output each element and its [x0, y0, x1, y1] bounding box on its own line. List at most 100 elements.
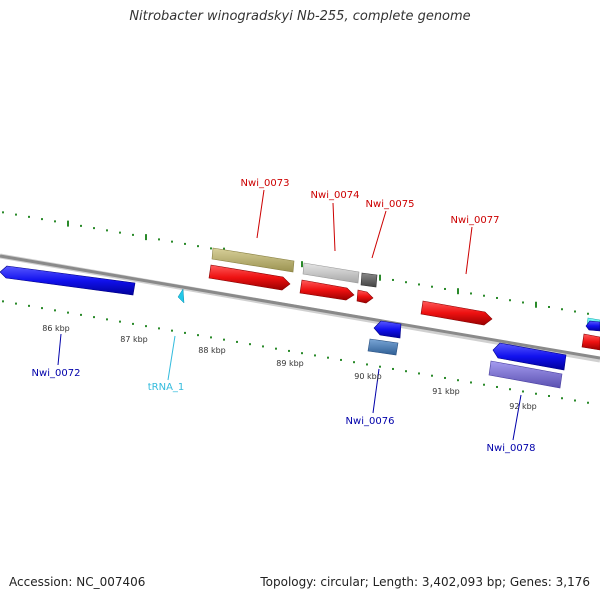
- upper-track-dot: [197, 245, 199, 248]
- gene-label-0072[interactable]: Nwi_0072: [32, 368, 81, 379]
- lower-track-dot: [80, 313, 82, 316]
- lower-track-dot: [353, 361, 355, 364]
- lower-track-dot: [223, 338, 225, 341]
- upper-track-dot: [392, 278, 394, 281]
- genome-backbone: [0, 254, 600, 360]
- gene-arrow-right-blue[interactable]: [585, 320, 600, 332]
- upper-track-dot: [80, 224, 82, 227]
- upper-track-dot: [171, 240, 173, 243]
- gene-label-0078[interactable]: Nwi_0078: [487, 443, 536, 454]
- lower-track-dot: [340, 358, 342, 361]
- lower-track-dot: [327, 356, 329, 359]
- cog-box-0078[interactable]: [488, 360, 563, 389]
- gene-label-trna[interactable]: tRNA_1: [148, 382, 185, 393]
- upper-track-dot: [483, 294, 485, 297]
- upper-track-major-tick: [67, 220, 69, 227]
- upper-track-dot: [470, 292, 472, 295]
- upper-track-dot: [119, 231, 121, 234]
- trna-arrow[interactable]: [177, 288, 185, 304]
- cog-box-0073[interactable]: [211, 247, 295, 273]
- gene-arrow-0074[interactable]: [299, 279, 355, 301]
- upper-track-dot: [184, 242, 186, 245]
- lower-track-dot: [470, 381, 472, 384]
- lower-track-dot: [54, 309, 56, 312]
- lower-track-dot: [522, 390, 524, 393]
- gene-arrow-0072[interactable]: [0, 265, 136, 296]
- lower-track-dot: [288, 349, 290, 352]
- gene-label-0074[interactable]: Nwi_0074: [311, 190, 360, 201]
- cog-box-0076[interactable]: [367, 338, 399, 356]
- upper-track-dot: [548, 305, 550, 308]
- tick-label-87: 87 kbp: [120, 335, 148, 344]
- lower-track-dot: [67, 311, 69, 314]
- upper-track-dot: [15, 213, 17, 216]
- tick-label-86: 86 kbp: [42, 324, 70, 333]
- lower-track-dot: [15, 302, 17, 305]
- gene-arrow-0077[interactable]: [420, 300, 493, 326]
- tick-label-88: 88 kbp: [198, 346, 226, 355]
- upper-track-major-tick: [145, 234, 147, 241]
- lower-track-dot: [418, 372, 420, 375]
- gene-label-0076[interactable]: Nwi_0076: [346, 416, 395, 427]
- upper-track-dot: [93, 227, 95, 230]
- lower-track-dot: [535, 392, 537, 395]
- lower-track-dot: [366, 363, 368, 366]
- upper-track-major-tick: [301, 261, 303, 268]
- lower-track-dot: [210, 336, 212, 339]
- lower-track-dot: [405, 370, 407, 373]
- lower-track-dot: [301, 352, 303, 355]
- upper-track-dot: [574, 310, 576, 313]
- lower-track-dot: [106, 318, 108, 321]
- gene-arrow-0078[interactable]: [492, 342, 567, 371]
- tick-label-91: 91 kbp: [432, 387, 460, 396]
- upper-track-dot: [444, 287, 446, 290]
- upper-track-dot: [210, 247, 212, 250]
- lower-track-dot: [496, 385, 498, 388]
- lower-track-dot: [119, 320, 121, 323]
- lower-track-dot: [132, 322, 134, 325]
- lower-track-dot: [574, 399, 576, 402]
- lower-track-dot: [262, 345, 264, 348]
- lower-track-dot: [41, 307, 43, 310]
- lower-track-dot: [379, 365, 381, 368]
- upper-track-dot: [418, 283, 420, 286]
- gene-label-0073[interactable]: Nwi_0073: [241, 178, 290, 189]
- tick-label-90: 90 kbp: [354, 372, 382, 381]
- lower-track-dot: [548, 394, 550, 397]
- upper-track-dot: [522, 301, 524, 304]
- lower-track-dot: [275, 347, 277, 350]
- lower-track-dot: [28, 304, 30, 307]
- lower-track-dot: [145, 325, 147, 328]
- lower-track-dot: [509, 388, 511, 391]
- lower-track-dot: [93, 316, 95, 319]
- lower-track-dot: [483, 383, 485, 386]
- gene-label-0075[interactable]: Nwi_0075: [366, 199, 415, 210]
- upper-track-dot: [28, 215, 30, 218]
- lower-track-dot: [197, 334, 199, 337]
- gene-label-0077[interactable]: Nwi_0077: [451, 215, 500, 226]
- lower-track-dot: [158, 327, 160, 330]
- upper-track-dot: [54, 220, 56, 223]
- gene-arrow-0073[interactable]: [208, 264, 291, 291]
- genome-stats-text: Topology: circular; Length: 3,402,093 bp…: [260, 575, 590, 589]
- gene-arrow-right-red[interactable]: [581, 333, 600, 351]
- gene-arrow-0076[interactable]: [373, 320, 402, 339]
- cog-box-0074[interactable]: [302, 262, 360, 284]
- upper-track-dot: [587, 312, 589, 315]
- tick-label-92: 92 kbp: [509, 402, 537, 411]
- upper-track-major-tick: [457, 288, 459, 295]
- upper-track-dot: [431, 285, 433, 288]
- upper-track-dot: [132, 233, 134, 236]
- genome-title: Nitrobacter winogradskyi Nb-255, complet…: [129, 9, 471, 24]
- upper-track-dot: [106, 229, 108, 232]
- upper-track-dot: [41, 218, 43, 221]
- lower-track-dot: [184, 331, 186, 334]
- lower-track-dot: [457, 379, 459, 382]
- gene-arrow-0075[interactable]: [356, 289, 374, 304]
- lower-track-dot: [587, 401, 589, 404]
- cog-box-0075[interactable]: [360, 272, 378, 288]
- upper-track-dot: [509, 299, 511, 302]
- lower-track-dot: [444, 376, 446, 379]
- label-leader-lines: [57, 189, 522, 441]
